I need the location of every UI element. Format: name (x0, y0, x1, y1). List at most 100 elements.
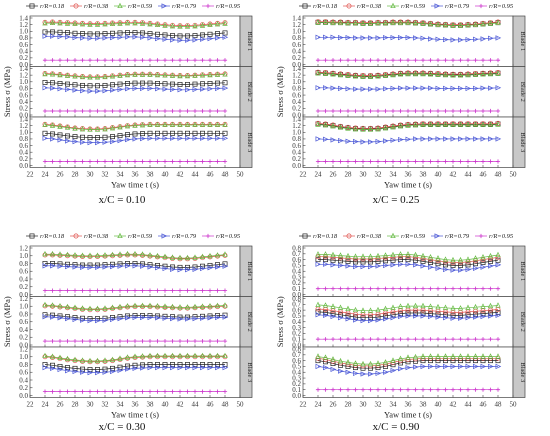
data-point (480, 58, 486, 63)
data-point (413, 262, 419, 268)
data-point (488, 263, 494, 269)
data-point (139, 122, 146, 128)
data-point (345, 263, 352, 269)
data-point (147, 71, 153, 77)
y-tick-label: 0.2 (292, 330, 301, 338)
data-point (443, 266, 449, 273)
data-point (495, 120, 501, 126)
data-point (117, 34, 124, 40)
data-point (42, 121, 48, 128)
y-tick-label: 1.2 (19, 345, 28, 353)
subplot: Blade 1 0.00.20.40.60.81.01.21.4 (292, 14, 526, 69)
data-point (412, 353, 419, 360)
x-tick-label: 38 (147, 171, 155, 179)
series-line (318, 87, 499, 90)
data-point (330, 257, 336, 263)
data-point (42, 301, 48, 308)
data-point (367, 20, 374, 26)
panel-caption: x/C = 0.30 (99, 421, 146, 433)
x-axis-label: Yaw time t (s) (111, 180, 159, 190)
data-point (184, 254, 191, 261)
data-point (330, 71, 336, 77)
y-tick-label: 0.3 (292, 273, 301, 281)
data-point (368, 159, 373, 164)
data-point (87, 31, 93, 37)
x-tick-label: 32 (375, 401, 383, 409)
data-point (192, 121, 198, 128)
data-point (345, 124, 351, 130)
data-point (162, 32, 168, 38)
series-line (44, 73, 226, 78)
data-point (147, 339, 153, 344)
data-point (338, 258, 343, 264)
data-point (488, 363, 494, 370)
data-point (72, 356, 78, 362)
data-point (147, 288, 153, 293)
data-point (465, 121, 471, 128)
data-point (383, 58, 388, 63)
x-tick-label: 44 (192, 401, 200, 409)
data-point (222, 20, 228, 26)
data-point (390, 124, 396, 130)
data-point (383, 337, 388, 342)
y-tick-label: 0.4 (292, 98, 301, 106)
data-point (207, 288, 213, 293)
data-point (207, 58, 213, 63)
data-point (360, 139, 367, 145)
data-point (345, 286, 351, 291)
data-point (72, 73, 78, 79)
x-tick-label: 40 (435, 171, 443, 179)
data-point (222, 288, 228, 293)
x-tick-label: 48 (222, 401, 230, 409)
data-point (435, 121, 441, 127)
data-point (80, 306, 85, 312)
data-point (413, 58, 418, 63)
data-point (488, 108, 493, 114)
data-point (222, 302, 228, 308)
panel-caption: x/C = 0.25 (373, 194, 420, 206)
blade-label: Blade 3 (246, 132, 253, 152)
data-point (50, 252, 55, 258)
data-point (315, 159, 321, 164)
data-point (80, 82, 85, 88)
y-tick-label: 0.3 (292, 374, 301, 382)
x-tick-label: 48 (495, 401, 503, 409)
data-point (222, 30, 228, 36)
data-point (473, 85, 479, 92)
data-point (323, 312, 329, 319)
data-point (315, 70, 321, 76)
data-point (443, 337, 448, 342)
data-point (200, 81, 205, 87)
data-point (42, 70, 48, 77)
data-point (169, 303, 176, 310)
data-point (412, 251, 419, 258)
blade-label: Blade 3 (246, 362, 253, 382)
data-point (117, 263, 124, 269)
data-point (375, 387, 381, 392)
data-point (177, 135, 184, 141)
data-point (170, 159, 175, 164)
data-point (405, 108, 411, 114)
data-point (443, 136, 449, 142)
data-point (72, 30, 78, 36)
data-point (140, 135, 146, 142)
data-point (330, 366, 337, 372)
data-point (42, 33, 49, 39)
data-point (375, 108, 381, 114)
legend-item: r/R=0.79 (431, 3, 470, 10)
data-point (360, 73, 366, 79)
x-tick-label: 30 (360, 171, 368, 179)
data-point (443, 85, 449, 92)
data-point (185, 364, 191, 371)
y-tick-label: 0.0 (292, 341, 301, 349)
data-point (155, 86, 161, 92)
data-point (405, 122, 411, 128)
data-point (420, 337, 426, 342)
data-point (109, 356, 116, 362)
y-tick-label: 1.0 (19, 353, 28, 361)
data-point (405, 85, 412, 91)
data-point (110, 389, 115, 394)
series-line (44, 305, 226, 311)
data-point (102, 82, 108, 88)
data-point (132, 80, 138, 86)
